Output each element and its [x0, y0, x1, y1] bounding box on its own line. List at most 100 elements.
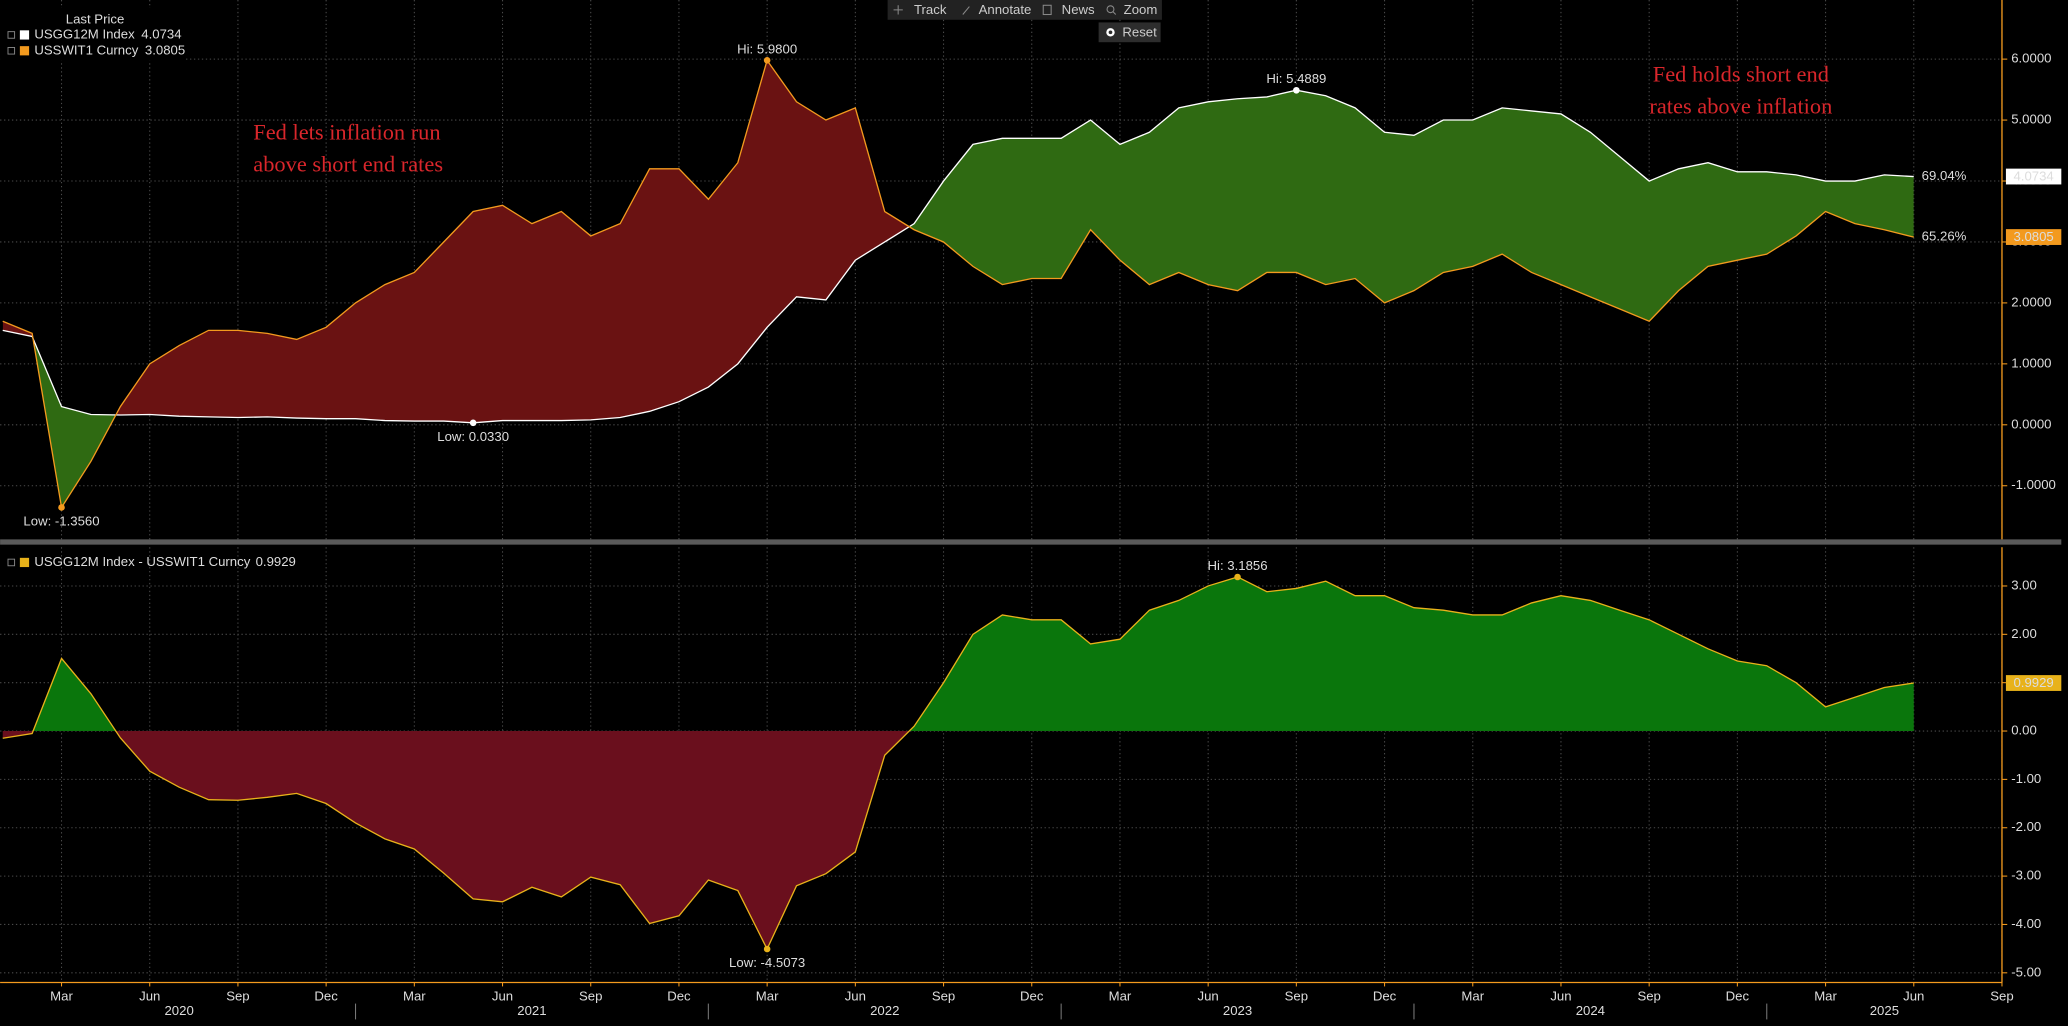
x-tick-label: Dec [1373, 988, 1397, 1003]
annotation-label: Low: 0.0330 [437, 429, 509, 444]
x-tick-label: Dec [314, 988, 338, 1003]
legend-value: 0.9929 [256, 555, 296, 570]
last-price-label: 3.0805 [2013, 229, 2053, 244]
news-button[interactable]: News [1042, 2, 1095, 17]
end-label: 65.26% [1922, 229, 1967, 244]
toolbar-label[interactable]: Track [914, 2, 947, 17]
x-tick-label: Jun [492, 988, 513, 1003]
area-fill-positive [2, 576, 1914, 732]
legend-name: USGG12M Index - USSWIT1 Curncy [34, 555, 250, 570]
x-tick-label: Mar [403, 988, 426, 1003]
toolbar-label[interactable]: Reset [1122, 24, 1157, 39]
y-tick-label: 3.00 [2011, 577, 2037, 592]
last-price-badge [2005, 229, 2062, 245]
expand-icon[interactable] [7, 31, 16, 39]
legend-swatch [19, 30, 30, 40]
y-tick-label: -2.00 [2011, 819, 2041, 834]
legend-value: 4.0734 [141, 27, 181, 42]
annotation-label: Low: -4.5073 [729, 955, 805, 970]
toolbar-label[interactable]: Annotate [979, 2, 1032, 17]
y-tick-label: 5.0000 [2011, 112, 2051, 127]
annotation-label: Hi: 5.4889 [1266, 71, 1326, 86]
last-price-label: 0.9929 [2013, 675, 2053, 690]
last-price-badge [2005, 675, 2062, 691]
x-tick-label: Dec [1726, 988, 1750, 1003]
year-label: 2023 [1223, 1003, 1252, 1018]
x-tick-label: Sep [932, 988, 955, 1003]
x-tick-label: Sep [1990, 988, 2013, 1003]
legend-item: USGG12M Index - USSWIT1 Curncy 0.9929 [34, 555, 296, 570]
reset-button[interactable]: Reset [1098, 22, 1161, 43]
year-label: 2024 [1576, 1003, 1605, 1018]
year-label: 2022 [870, 1003, 899, 1018]
x-tick-label: Jun [139, 988, 160, 1003]
x-tick-label: Jun [1550, 988, 1571, 1003]
series-line [2, 89, 1914, 424]
year-label: 2021 [517, 1003, 546, 1018]
expand-icon[interactable] [7, 558, 16, 567]
legend-name: USGG12M Index [34, 27, 135, 42]
x-tick-label: Jun [1198, 988, 1219, 1003]
y-tick-label: -4.00 [2011, 916, 2041, 931]
y-tick-label: -5.00 [2011, 964, 2041, 979]
annotation-label: Hi: 3.1856 [1208, 558, 1268, 573]
x-tick-label: Jun [845, 988, 866, 1003]
pane-separator [0, 539, 2062, 545]
x-tick-label: Mar [756, 988, 779, 1003]
annotation-note: Fed lets inflation run [253, 120, 440, 145]
legend: USGG12M Index - USSWIT1 Curncy 0.9929 [7, 555, 296, 570]
annotate-button[interactable]: Annotate [962, 2, 1032, 17]
reset-bg[interactable] [1098, 22, 1161, 43]
last-price-label: 4.0734 [2013, 169, 2053, 184]
y-tick-label: 2.00 [2011, 626, 2037, 641]
year-label: 2020 [164, 1003, 193, 1018]
legend-box [0, 7, 185, 61]
x-tick-label: Jun [1903, 988, 1924, 1003]
annotation-dot [763, 57, 771, 64]
x-tick-label: Sep [226, 988, 249, 1003]
x-tick-label: Dec [1020, 988, 1044, 1003]
y-tick-label: 0.0000 [2011, 416, 2051, 431]
x-tick-label: Mar [1461, 988, 1484, 1003]
legend-title: Last Price [66, 11, 125, 26]
series-line [2, 58, 1914, 510]
legend-swatch [19, 557, 30, 568]
x-tick-label: Mar [50, 988, 73, 1003]
x-tick-label: Sep [1637, 988, 1660, 1003]
annotation-label: Hi: 5.9800 [737, 41, 797, 56]
area-fill-negative [2, 731, 910, 949]
track-button[interactable]: Track [893, 2, 947, 17]
toolbar: Track Annotate News Zoom Reset [887, 0, 1162, 43]
annotation-dot [1293, 86, 1300, 94]
annotation-note: above short end rates [253, 151, 443, 176]
y-tick-label: 1.0000 [2011, 355, 2051, 370]
annotation-dot [763, 945, 771, 953]
legend-item: USSWIT1 Curncy 3.0805 [34, 43, 185, 58]
y-tick-label: -1.00 [2011, 771, 2041, 786]
x-tick-label: Dec [667, 988, 691, 1003]
toolbar-label[interactable]: Zoom [1124, 2, 1158, 17]
zoom-button[interactable]: Zoom [1106, 2, 1158, 17]
y-tick-label: 2.0000 [2011, 294, 2051, 309]
year-label: 2025 [1870, 1003, 1899, 1018]
legend: Last Price USGG12M Index 4.0734 USSWIT1 C… [0, 7, 185, 61]
last-price-badge [2005, 168, 2062, 185]
legend-value: 3.0805 [145, 43, 185, 58]
x-tick-label: Mar [1109, 988, 1132, 1003]
legend-item: USGG12M Index 4.0734 [34, 27, 181, 42]
expand-icon[interactable] [7, 47, 16, 55]
y-tick-label: -3.00 [2011, 868, 2041, 883]
x-tick-label: Sep [1285, 988, 1308, 1003]
y-tick-label: 6.0000 [2011, 51, 2051, 66]
toolbar-label[interactable]: News [1062, 2, 1095, 17]
series-line [2, 576, 1914, 951]
legend-name: USSWIT1 Curncy [34, 43, 138, 58]
annotation-dot [58, 504, 65, 511]
x-tick-label: Sep [579, 988, 602, 1003]
end-label: 69.04% [1922, 168, 1967, 183]
annotation-note: Fed holds short end [1653, 62, 1829, 87]
x-tick-label: Mar [1814, 988, 1837, 1003]
y-tick-label: -1.0000 [2011, 477, 2056, 492]
